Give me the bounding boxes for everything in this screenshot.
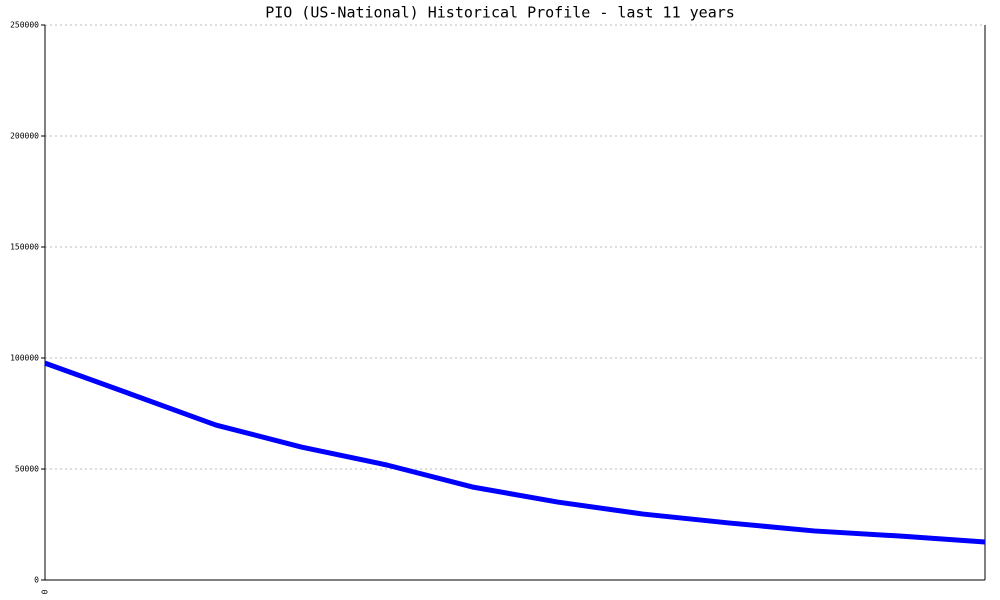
y-tick-label: 250000 xyxy=(10,21,39,30)
chart-title: PIO (US-National) Historical Profile - l… xyxy=(265,4,735,22)
x-tick-label: 0 xyxy=(41,589,50,594)
y-tick-label: 200000 xyxy=(10,132,39,141)
y-tick-label: 0 xyxy=(34,576,39,585)
y-tick-label: 50000 xyxy=(15,465,39,474)
y-tick-label: 100000 xyxy=(10,354,39,363)
data-line xyxy=(44,360,986,545)
y-tick-label: 150000 xyxy=(10,243,39,252)
